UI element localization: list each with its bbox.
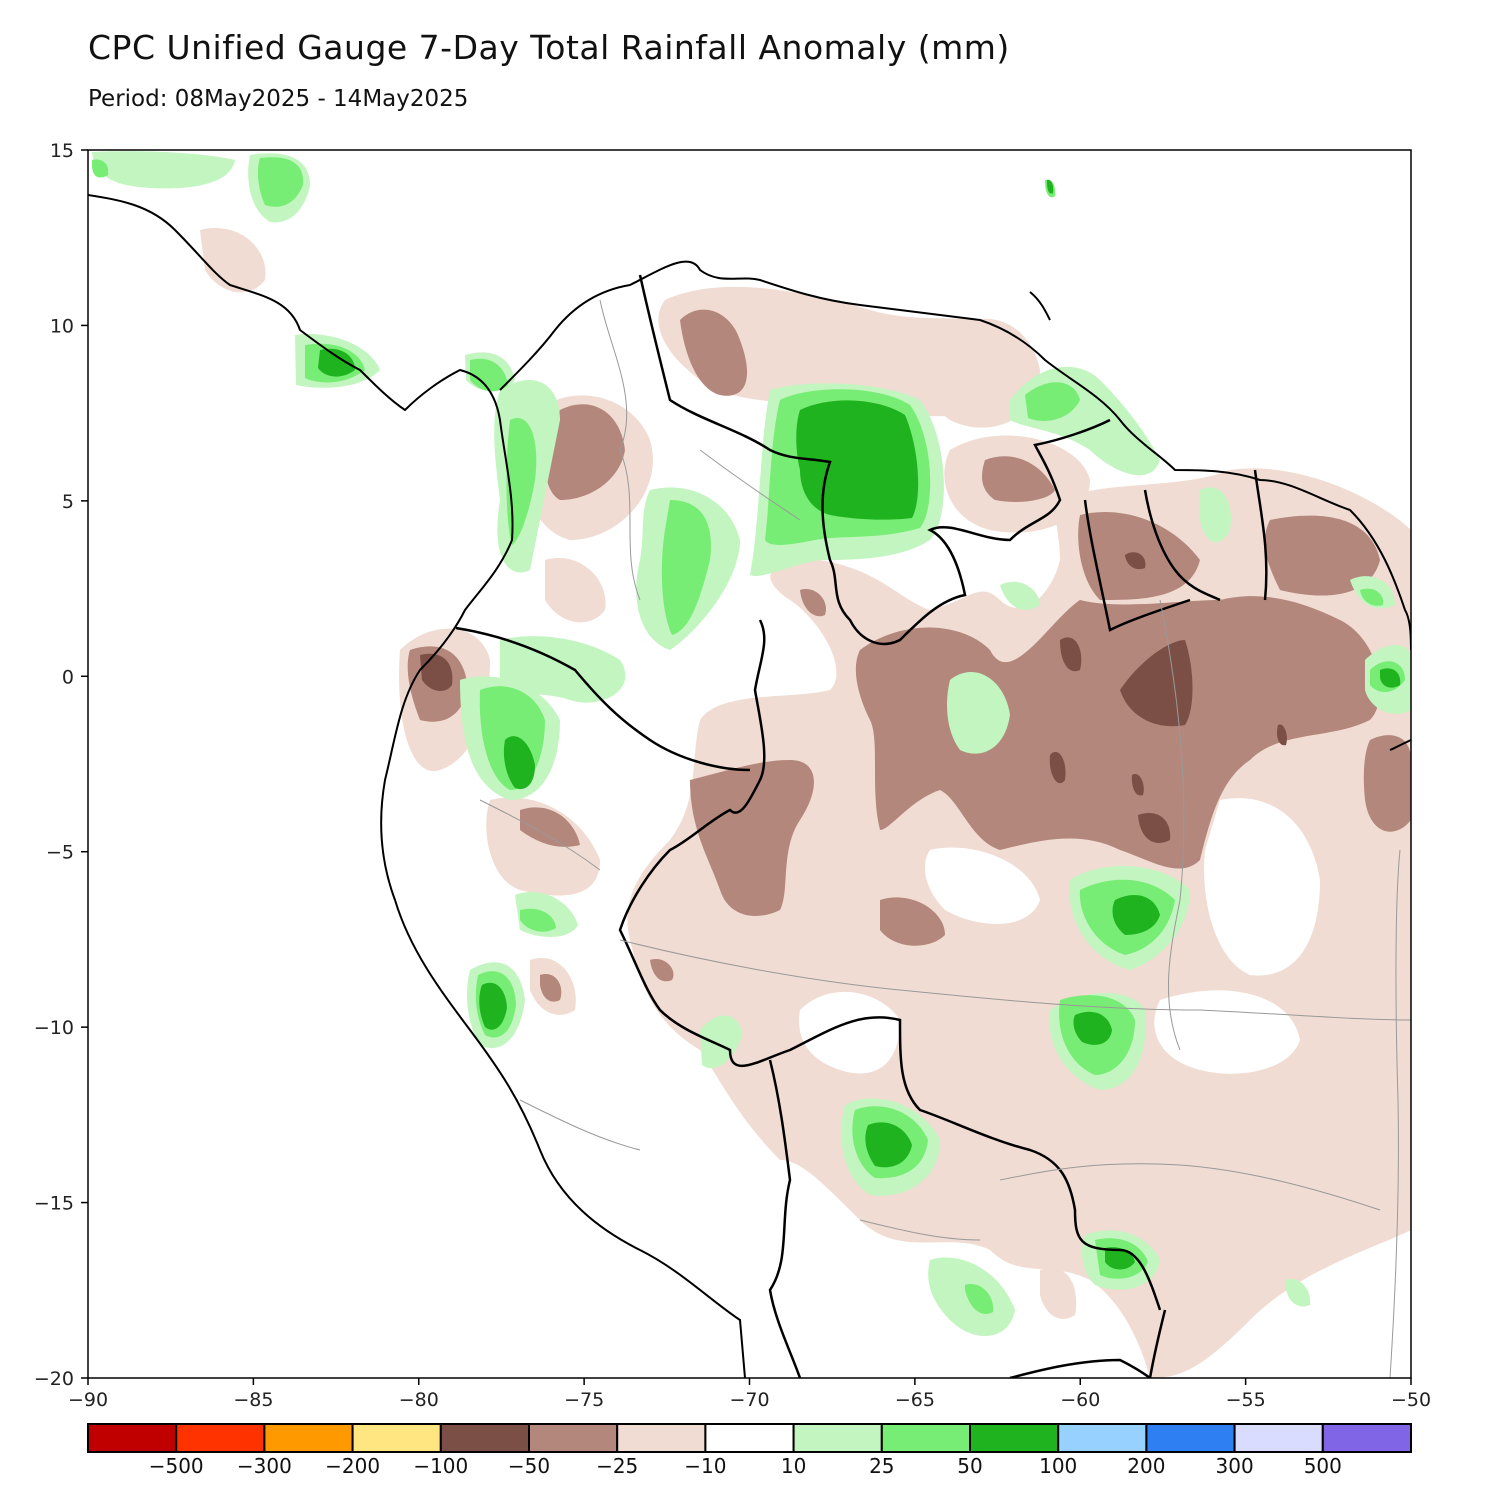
y-tick-label: 5: [62, 491, 74, 513]
anomaly-neutral-areas: [799, 798, 1320, 1074]
colorbar-swatch: [439, 1423, 530, 1453]
axis-ticks: −90 −85 −80 −75 −70 −65 −60 −55 −50 15 10 5 0 −5 −10 −1…: [34, 140, 1431, 1411]
colorbar-label: 100: [1039, 1454, 1077, 1478]
colorbar-label: 10: [781, 1454, 806, 1478]
colorbar-swatch: [87, 1423, 178, 1453]
colorbar-swatch: [880, 1423, 971, 1453]
colorbar: −500 −300 −200 −100 −50 −25 −10 10 25 50 100 200 300…: [87, 1423, 1413, 1478]
x-tick-label: −50: [1391, 1389, 1431, 1411]
anomaly-medium-brown-areas: [407, 309, 1411, 1002]
y-tick-label: −20: [34, 1368, 74, 1390]
x-tick-label: −75: [564, 1389, 604, 1411]
colorbar-swatch: [175, 1423, 266, 1453]
colorbar-label: −50: [508, 1454, 550, 1478]
colorbar-swatch: [1145, 1423, 1236, 1453]
y-tick-label: −10: [34, 1017, 74, 1039]
y-tick-label: −5: [46, 842, 74, 864]
y-tick-label: 10: [50, 315, 74, 337]
x-tick-label: −55: [1226, 1389, 1266, 1411]
national-borders: [455, 274, 1268, 1378]
colorbar-label: 200: [1127, 1454, 1165, 1478]
colorbar-label: −100: [413, 1454, 468, 1478]
colorbar-label: 500: [1304, 1454, 1342, 1478]
colorbar-label: 50: [957, 1454, 982, 1478]
colorbar-swatch: [792, 1423, 883, 1453]
colorbar-swatch: [704, 1423, 795, 1453]
anomaly-field: [92, 151, 1411, 1378]
y-tick-label: −15: [34, 1193, 74, 1215]
colorbar-swatch: [263, 1423, 354, 1453]
colorbar-swatch: [351, 1423, 442, 1453]
state-borders: [479, 299, 1411, 1378]
colorbar-label: −500: [149, 1454, 204, 1478]
colorbar-label: 300: [1216, 1454, 1254, 1478]
colorbar-label: −200: [325, 1454, 380, 1478]
x-tick-label: −85: [233, 1389, 273, 1411]
x-tick-label: −80: [399, 1389, 439, 1411]
colorbar-swatch: [528, 1423, 619, 1453]
colorbar-label: −10: [684, 1454, 726, 1478]
x-tick-label: −90: [68, 1389, 108, 1411]
colorbar-swatch: [1233, 1423, 1324, 1453]
map-subtitle: Period: 08May2025 - 14May2025: [88, 86, 469, 112]
colorbar-swatch: [969, 1423, 1060, 1453]
colorbar-swatch: [1057, 1423, 1148, 1453]
colorbar-swatch: [616, 1423, 707, 1453]
x-tick-label: −60: [1060, 1389, 1100, 1411]
x-tick-label: −70: [729, 1389, 769, 1411]
map-title: CPC Unified Gauge 7-Day Total Rainfall A…: [88, 28, 1010, 67]
colorbar-swatch: [1321, 1423, 1413, 1453]
anomaly-dark-brown-areas: [420, 552, 1287, 843]
coastline-outline: [88, 194, 1411, 1378]
y-tick-label: 0: [62, 666, 74, 688]
colorbar-label: −300: [237, 1454, 292, 1478]
x-tick-label: −65: [895, 1389, 935, 1411]
anomaly-dark-green-areas: [318, 179, 1401, 1270]
colorbar-label: −25: [596, 1454, 638, 1478]
colorbar-label: 25: [869, 1454, 894, 1478]
y-tick-label: 15: [50, 140, 74, 162]
